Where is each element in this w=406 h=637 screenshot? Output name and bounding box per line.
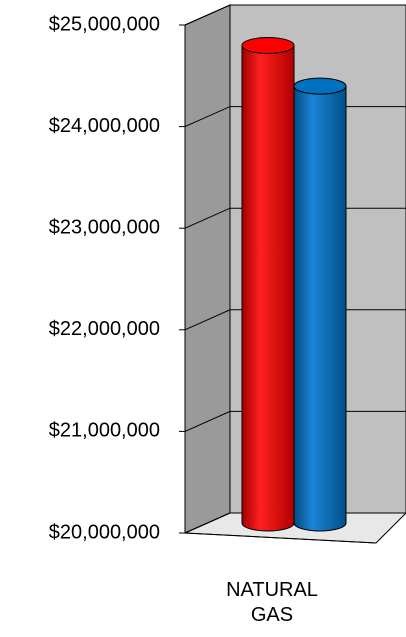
x-tick-label: NATURAL GAS — [226, 579, 318, 626]
grid-line — [184, 410, 406, 432]
grid-line — [184, 512, 406, 534]
side-wall — [184, 4, 231, 534]
y-tick-label: $25,000,000 — [49, 13, 160, 35]
y-tick-label: $20,000,000 — [49, 521, 160, 543]
cylinder-top — [293, 77, 347, 95]
grid-line — [184, 106, 406, 128]
grid-line — [184, 309, 406, 331]
grid-line — [184, 207, 406, 229]
y-tick-label: $22,000,000 — [49, 318, 160, 340]
cylinder-body — [293, 85, 347, 532]
cylinder-body — [241, 44, 295, 532]
y-tick-label: $24,000,000 — [49, 115, 160, 137]
cylinder — [241, 36, 295, 532]
cylinder-top — [241, 36, 295, 54]
y-tick-label: $21,000,000 — [49, 420, 160, 442]
grid-line — [184, 4, 406, 26]
cylinder — [293, 77, 347, 532]
x-axis — [184, 532, 377, 544]
y-tick-label: $23,000,000 — [49, 216, 160, 238]
